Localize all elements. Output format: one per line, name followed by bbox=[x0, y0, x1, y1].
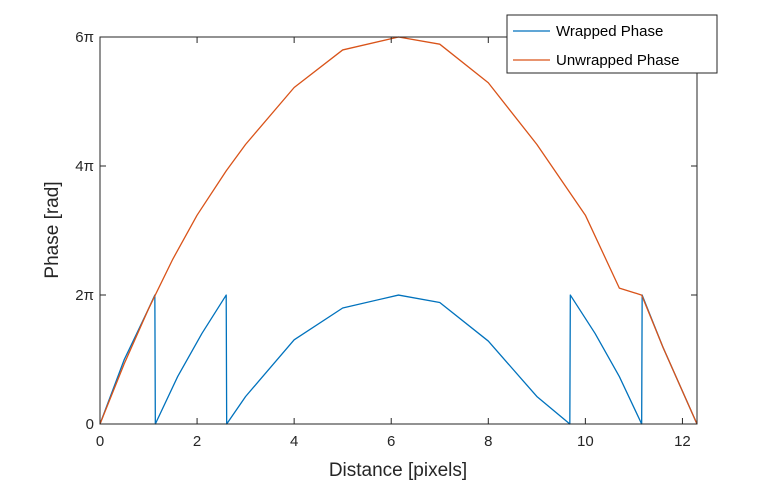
plot-box bbox=[99, 36, 698, 425]
legend: Wrapped Phase Unwrapped Phase bbox=[506, 14, 718, 74]
ticks-layer: 0 2 4 6 8 10 12 0 2π 4π 6π bbox=[75, 29, 697, 450]
y-axis-label: Phase [rad] bbox=[42, 181, 63, 278]
y-tick-label: 4π bbox=[75, 158, 94, 175]
wrapped-phase-line bbox=[99, 294, 698, 425]
legend-label-wrapped-phase: Wrapped Phase bbox=[556, 23, 663, 40]
x-tick-label: 6 bbox=[387, 433, 395, 450]
y-tick-label: 6π bbox=[75, 29, 94, 46]
legend-box bbox=[506, 14, 718, 74]
legend-label-unwrapped-phase: Unwrapped Phase bbox=[556, 52, 679, 69]
y-tick-label: 2π bbox=[75, 287, 94, 304]
x-tick-label: 4 bbox=[290, 433, 298, 450]
x-tick-label: 2 bbox=[193, 433, 201, 450]
x-tick-label: 12 bbox=[674, 433, 691, 450]
series-layer bbox=[99, 36, 698, 425]
x-tick-label: 10 bbox=[577, 433, 594, 450]
unwrapped-phase-line bbox=[99, 36, 698, 425]
y-tick-label: 0 bbox=[86, 416, 94, 433]
plot-area bbox=[100, 37, 697, 424]
x-tick-label: 0 bbox=[96, 433, 104, 450]
x-tick-label: 8 bbox=[484, 433, 492, 450]
x-axis-label: Distance [pixels] bbox=[329, 460, 467, 481]
